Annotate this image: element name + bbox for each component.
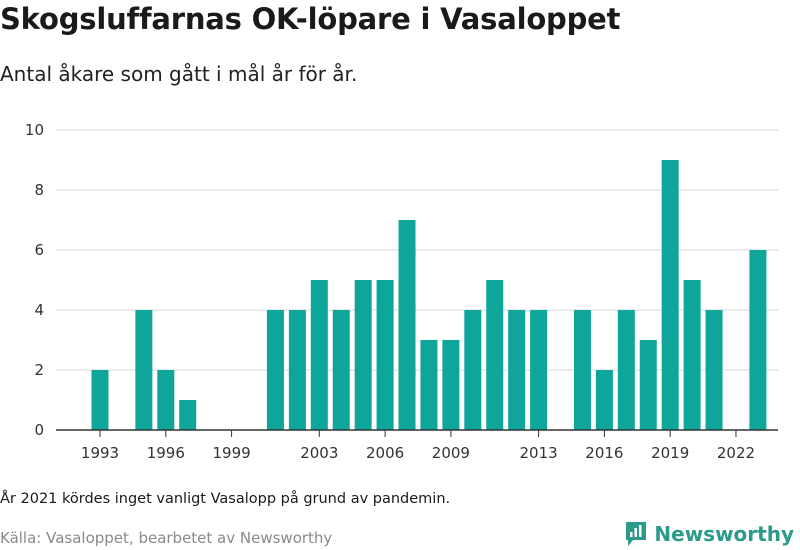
y-tick-label: 0 — [34, 421, 44, 439]
x-tick-label: 1996 — [147, 444, 185, 462]
newsworthy-logo-text: Newsworthy — [654, 522, 794, 546]
x-tick-label: 2006 — [366, 444, 404, 462]
source-text: Källa: Vasaloppet, bearbetet av Newswort… — [0, 529, 333, 547]
x-tick-label: 1993 — [81, 444, 119, 462]
x-tick-label: 1999 — [212, 444, 250, 462]
bar-2008 — [420, 340, 438, 430]
chart-title: Skogsluffarnas OK-löpare i Vasaloppet — [0, 2, 621, 36]
bar-2020 — [683, 280, 701, 430]
x-tick-label: 2019 — [651, 444, 689, 462]
bar-2021 — [705, 310, 723, 430]
bar-2007 — [398, 220, 416, 430]
x-tick-label: 2016 — [585, 444, 623, 462]
bar-2019 — [661, 160, 679, 430]
y-tick-label: 6 — [34, 241, 44, 259]
bar-2018 — [639, 340, 657, 430]
newsworthy-logo: Newsworthy — [624, 520, 794, 548]
x-tick-label: 2022 — [717, 444, 755, 462]
bar-2012 — [508, 310, 526, 430]
bar-2002 — [288, 310, 306, 430]
x-tick-label: 2003 — [300, 444, 338, 462]
x-tick-label: 2013 — [520, 444, 558, 462]
bar-chart: 0 2 4 6 8 10 1993 1996 1999 2003 2006 2009 2013 2016 2… — [25, 121, 778, 462]
bar-2009 — [442, 340, 460, 430]
bar-2006 — [376, 280, 394, 430]
bar-2010 — [464, 310, 482, 430]
bar-2016 — [595, 370, 613, 430]
bar-1997 — [179, 400, 197, 430]
x-tick-label: 2009 — [432, 444, 470, 462]
chart-subtitle: Antal åkare som gått i mål år för år. — [0, 62, 358, 86]
bar-1996 — [157, 370, 175, 430]
bars — [91, 160, 767, 430]
bar-2023 — [749, 250, 767, 430]
y-tick-label: 10 — [25, 121, 44, 139]
bar-2011 — [486, 280, 504, 430]
y-tick-label: 8 — [34, 181, 44, 199]
footnote: År 2021 kördes inget vanligt Vasalopp på… — [0, 491, 451, 507]
bar-2015 — [573, 310, 591, 430]
bar-2017 — [617, 310, 635, 430]
bar-2003 — [310, 280, 328, 430]
y-tick-label: 2 — [34, 361, 44, 379]
bar-2013 — [530, 310, 548, 430]
newsworthy-logo-icon — [626, 522, 647, 546]
gridlines — [56, 129, 778, 371]
axes: 0 2 4 6 8 10 1993 1996 1999 2003 2006 2009 2013 2016 2… — [25, 121, 778, 462]
bar-2001 — [266, 310, 284, 430]
bar-1995 — [135, 310, 153, 430]
bar-2004 — [332, 310, 350, 430]
bar-2005 — [354, 280, 372, 430]
y-tick-label: 4 — [34, 301, 44, 319]
bar-1993 — [91, 370, 109, 430]
